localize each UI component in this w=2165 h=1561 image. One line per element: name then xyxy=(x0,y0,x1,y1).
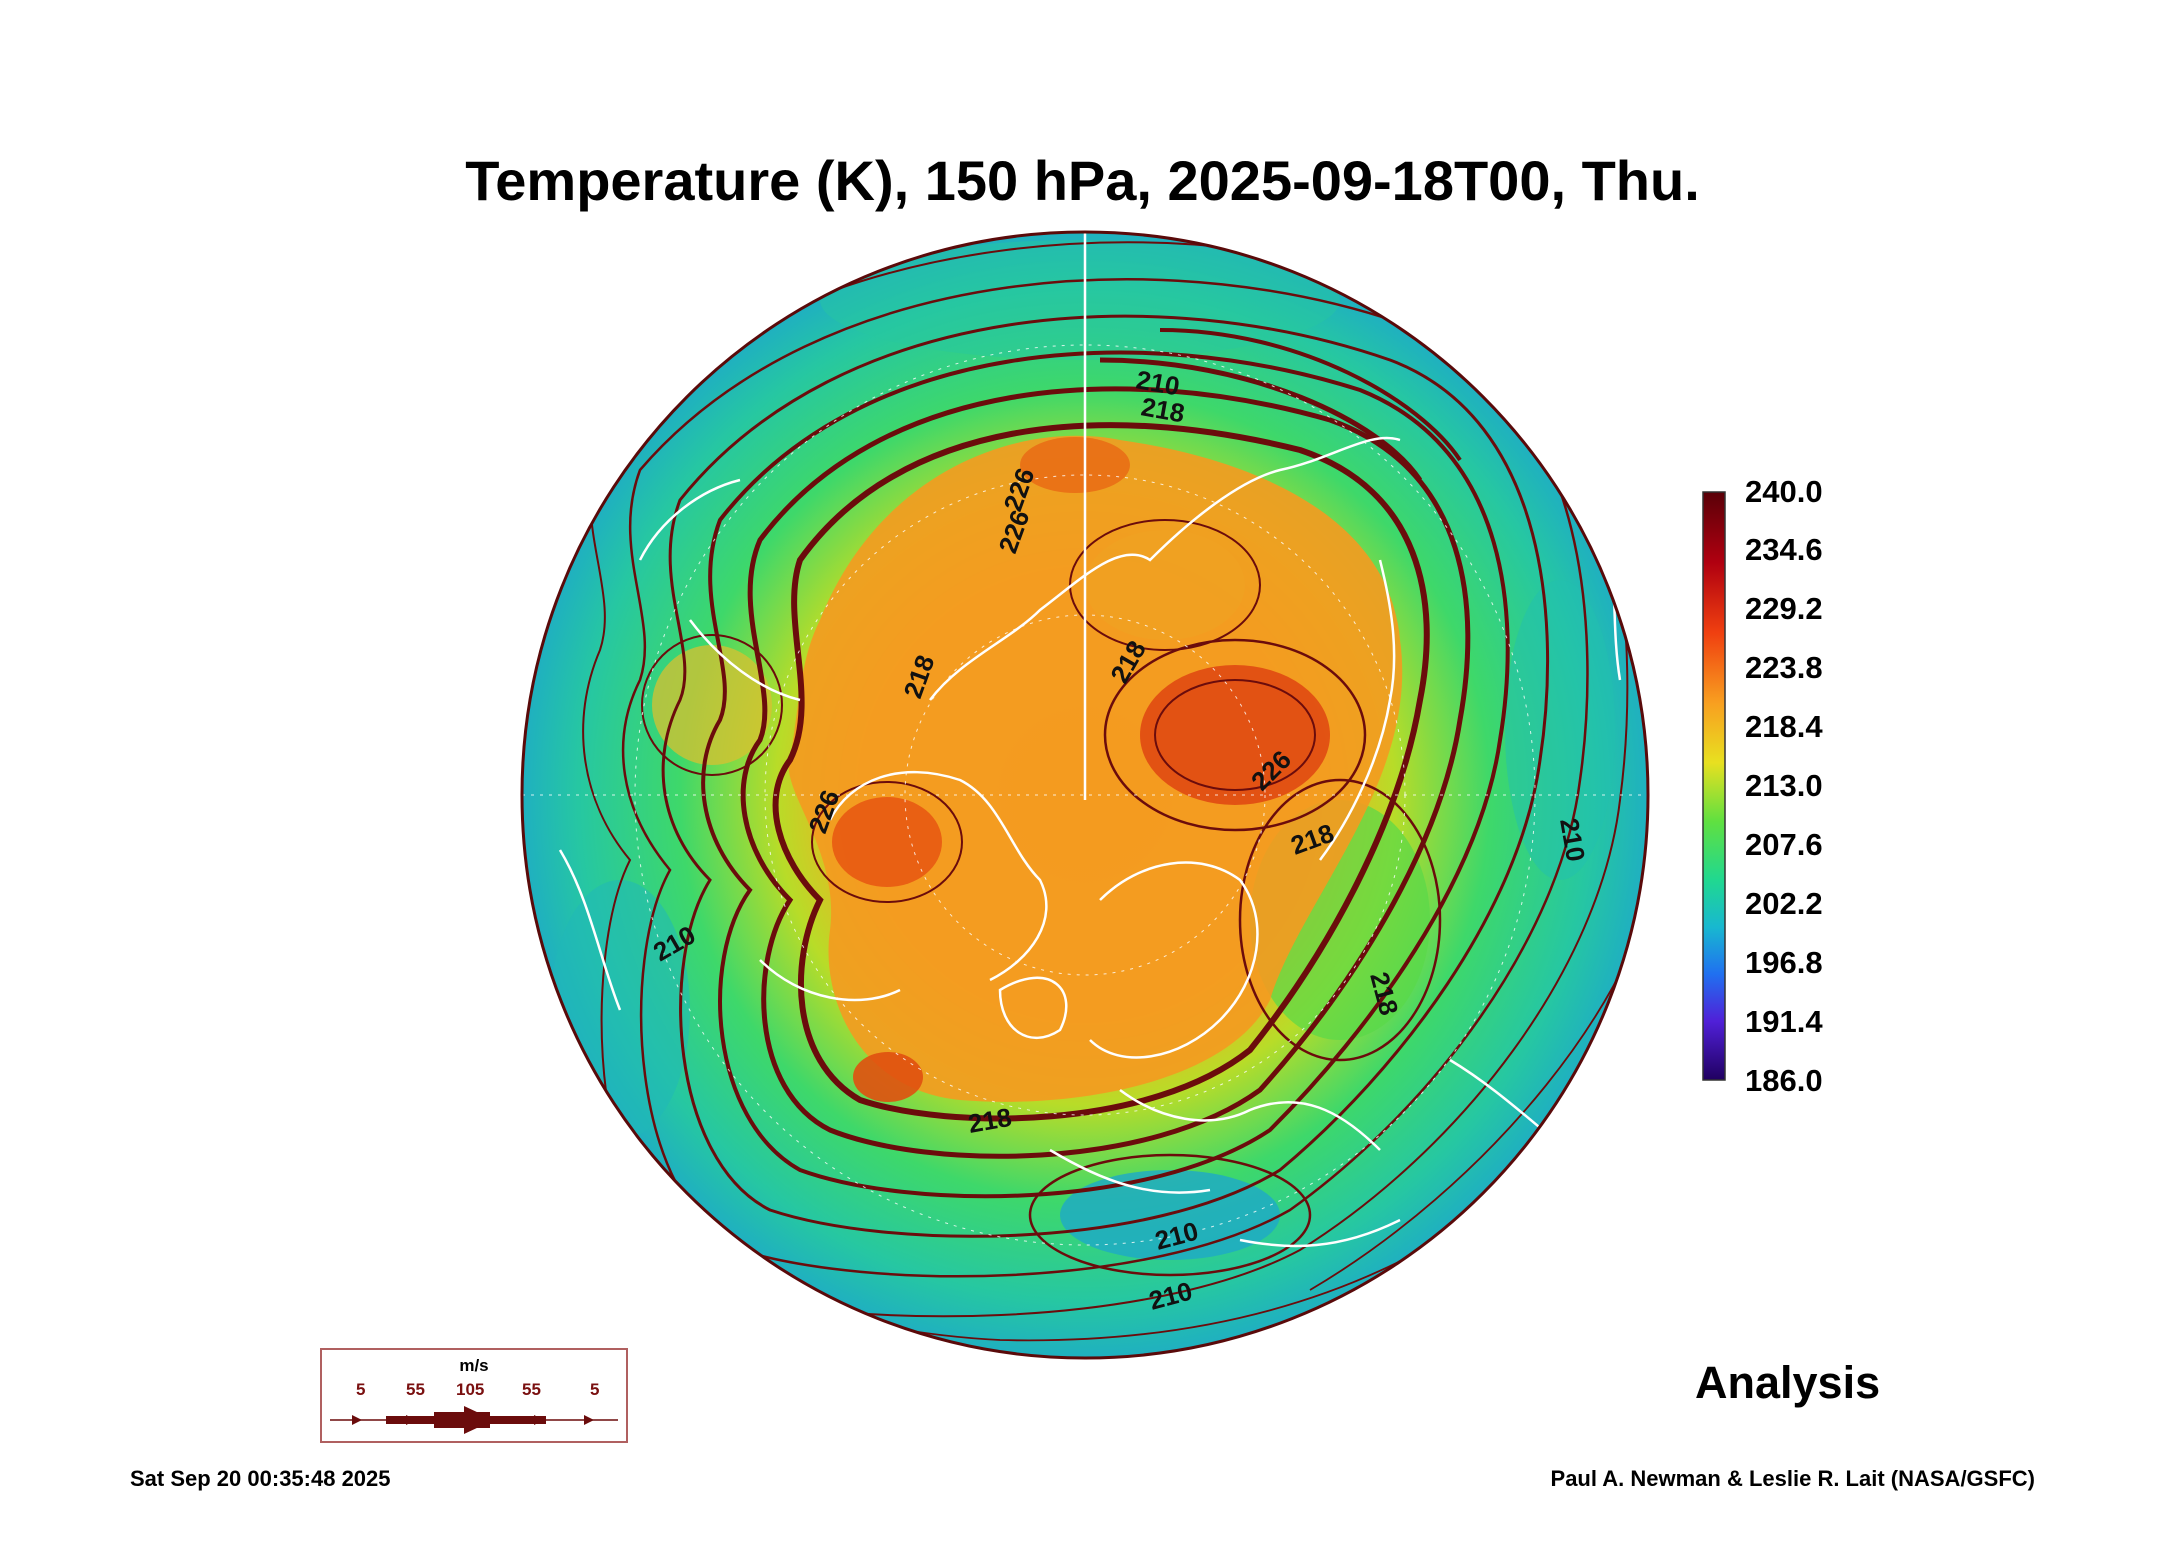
colorbar-label: 223.8 xyxy=(1745,650,1823,685)
map-border xyxy=(520,230,1650,1360)
analysis-label: Analysis xyxy=(1695,1357,1881,1408)
legend-unit: m/s xyxy=(459,1356,489,1375)
colorbar-label: 213.0 xyxy=(1745,768,1823,803)
contour-label: 210 xyxy=(1134,364,1182,401)
colorbar-label: 207.6 xyxy=(1745,827,1823,862)
colorbar xyxy=(1702,491,1726,1081)
contour-label: 210 xyxy=(1554,816,1591,864)
legend-arrow-graphic xyxy=(330,1406,618,1434)
chart-title: Temperature (K), 150 hPa, 2025-09-18T00,… xyxy=(465,149,1700,212)
legend-speed: 5 xyxy=(356,1380,366,1399)
colorbar-label: 196.8 xyxy=(1745,945,1823,980)
colorbar-label: 186.0 xyxy=(1745,1063,1823,1098)
legend-speed: 105 xyxy=(456,1380,485,1399)
timestamp: Sat Sep 20 00:35:48 2025 xyxy=(130,1466,391,1491)
contour-label: 218 xyxy=(1139,391,1187,428)
contour-label: 218 xyxy=(966,1102,1014,1139)
legend-speed: 55 xyxy=(406,1380,425,1399)
coastlines xyxy=(558,436,1622,1248)
colorbar-label: 240.0 xyxy=(1745,474,1823,509)
colorbar-label: 202.2 xyxy=(1745,886,1823,921)
credit: Paul A. Newman & Leslie R. Lait (NASA/GS… xyxy=(1550,1466,2035,1491)
colorbar-label: 229.2 xyxy=(1745,591,1823,626)
colorbar-label: 234.6 xyxy=(1745,532,1823,567)
colorbar-label: 191.4 xyxy=(1745,1004,1823,1039)
colorbar-label: 218.4 xyxy=(1745,709,1823,744)
legend-speed: 5 xyxy=(590,1380,600,1399)
wind-speed-legend: m/s 5 55 105 55 5 xyxy=(320,1348,628,1443)
legend-speed: 55 xyxy=(522,1380,541,1399)
